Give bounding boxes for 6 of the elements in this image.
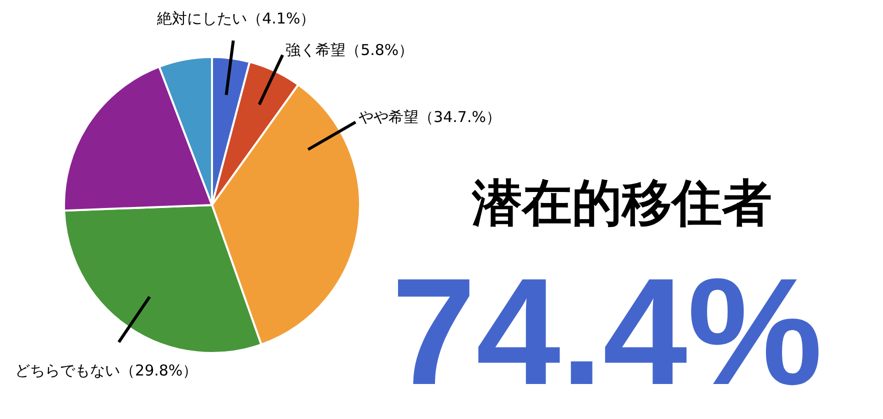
- slice-label: どちらでもない（29.8%）: [15, 361, 198, 380]
- text: 潜在的移住者: [471, 174, 772, 232]
- slice-label: 強く希望（5.8%）: [286, 41, 414, 60]
- slice-label: 絶対にしたい（4.1%）: [156, 10, 316, 28]
- slice-label: やや希望（34.7.%）: [358, 108, 501, 126]
- text: 74.4%: [392, 247, 822, 417]
